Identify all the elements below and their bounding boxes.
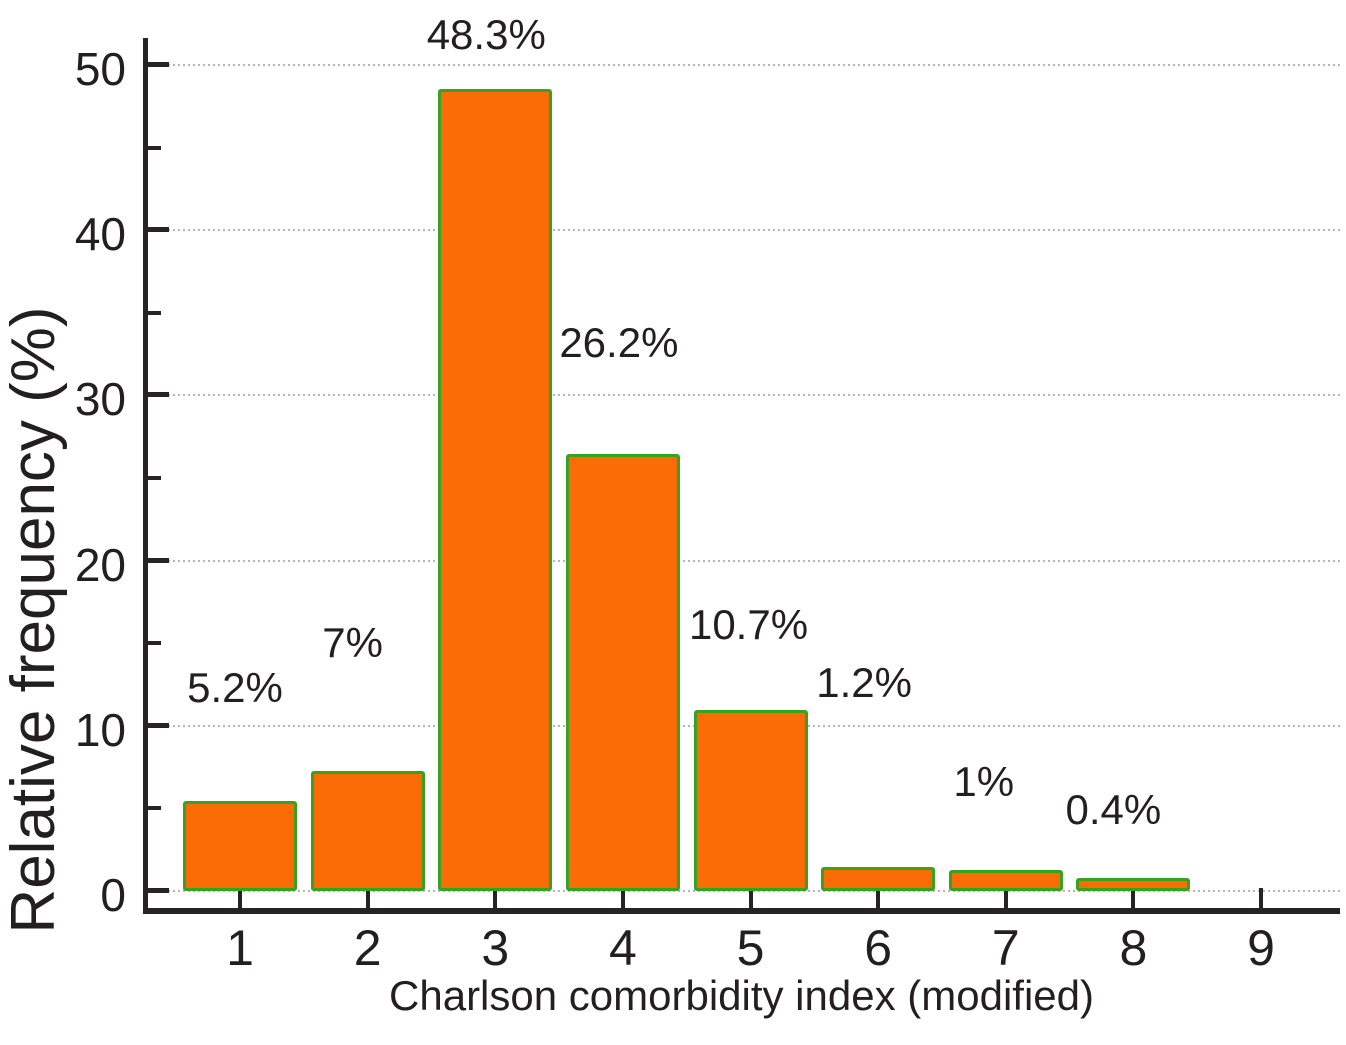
x-axis-tick-label: 9: [1247, 920, 1275, 976]
y-axis-minor-tick: [148, 641, 161, 646]
y-axis-minor-tick: [148, 145, 161, 150]
x-axis-tick-label: 3: [481, 920, 510, 976]
y-gridline: [148, 559, 1340, 562]
x-axis-tick-label: 6: [864, 920, 893, 976]
bar-value-label: 1%: [953, 757, 1015, 805]
y-axis-tick-label: 0: [100, 869, 126, 921]
bar: [438, 89, 553, 891]
y-axis-title: Relative frequency (%): [0, 306, 68, 934]
y-axis-line: [143, 38, 148, 914]
x-axis-title: Charlson comorbidity index (modified): [389, 972, 1094, 1019]
x-axis-tick-label: 8: [1119, 920, 1148, 976]
bar: [565, 454, 680, 891]
y-axis-major-tick: [148, 557, 169, 563]
bar: [821, 867, 936, 891]
y-axis-major-tick: [148, 888, 169, 893]
bar: [310, 771, 425, 891]
bar-value-label: 5.2%: [187, 663, 283, 711]
bar: [1076, 878, 1191, 891]
bar-value-label: 48.3%: [426, 11, 546, 59]
x-axis-tick-label: 1: [226, 920, 254, 976]
x-axis-tick: [365, 888, 370, 908]
bar-value-label: 10.7%: [688, 601, 809, 649]
x-axis-line: [143, 908, 1340, 914]
y-gridline: [148, 394, 1340, 397]
y-gridline: [148, 229, 1340, 232]
x-axis-tick: [1259, 888, 1264, 908]
x-axis-tick-label: 5: [736, 920, 765, 976]
y-gridline: [148, 890, 1340, 892]
y-axis-tick-label: 20: [74, 538, 126, 591]
x-axis-tick-label: 2: [353, 920, 382, 976]
y-gridline: [148, 64, 1340, 66]
y-axis-major-tick: [148, 227, 169, 233]
bar-value-label: 7%: [322, 619, 383, 667]
y-axis-tick-label: 10: [74, 703, 126, 756]
x-axis-tick: [238, 888, 242, 908]
bar: [693, 710, 808, 891]
y-axis-tick-label: 50: [74, 43, 126, 95]
y-axis-minor-tick: [148, 476, 161, 480]
bar-value-label: 0.4%: [1065, 786, 1162, 834]
bar-value-label: 26.2%: [559, 318, 679, 366]
x-axis-tick: [1003, 888, 1008, 908]
x-axis-tick: [493, 888, 498, 908]
y-axis-major-tick: [148, 722, 169, 728]
x-axis-tick-label: 7: [991, 920, 1020, 976]
y-axis-tick-label: 40: [74, 208, 126, 261]
x-axis-tick: [620, 888, 625, 908]
y-axis-minor-tick: [148, 310, 161, 315]
x-axis-tick: [748, 888, 753, 908]
y-axis-major-tick: [148, 392, 169, 398]
y-axis-major-tick: [148, 62, 169, 67]
x-axis-tick: [1131, 888, 1136, 908]
bar-value-label: 1.2%: [816, 658, 912, 706]
y-axis-minor-tick: [148, 806, 161, 811]
bar: [948, 870, 1063, 891]
x-axis-tick: [876, 888, 881, 908]
y-axis-tick-label: 30: [74, 373, 126, 426]
x-axis-tick-label: 4: [608, 920, 637, 976]
bar: [183, 801, 297, 891]
